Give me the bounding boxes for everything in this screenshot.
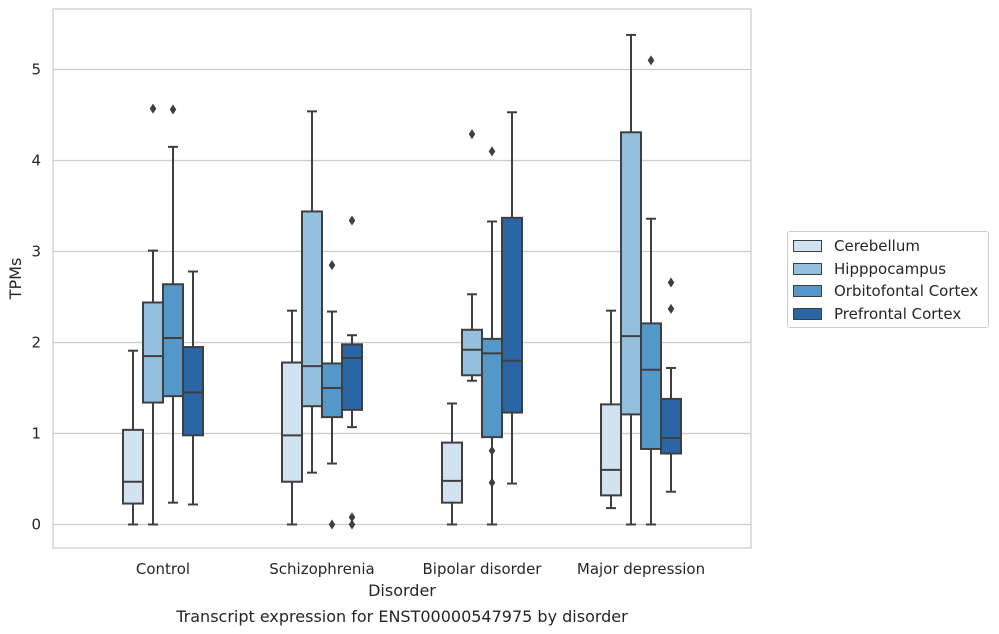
gridlines: [53, 68, 751, 526]
box-plot-hipppocampus: [142, 103, 164, 526]
box-iqr: [182, 346, 204, 437]
outlier-point: [348, 215, 356, 226]
box-iqr: [122, 428, 144, 505]
y-tick-label: 1: [31, 425, 41, 443]
outlier-point: [667, 277, 675, 288]
x-tick-label: Control: [136, 560, 190, 578]
x-tick-label: Bipolar disorder: [423, 560, 543, 578]
outlier-point: [149, 103, 157, 114]
outlier-point: [328, 260, 336, 271]
legend-label: Prefrontal Cortex: [834, 304, 962, 323]
box-plot-orbitofontal-cortex: [162, 104, 184, 504]
box-plot-orbitofontal-cortex: [640, 55, 662, 526]
box-iqr: [441, 441, 463, 504]
legend-swatch: [793, 307, 822, 320]
box-plot-orbitofontal-cortex: [481, 146, 503, 526]
box-iqr: [600, 403, 622, 497]
box-plot-series: [122, 33, 682, 530]
box-plot-hipppocampus: [620, 33, 642, 526]
box-iqr: [142, 301, 164, 404]
outlier-point: [488, 445, 496, 456]
y-tick-label: 0: [31, 516, 41, 534]
box-iqr: [461, 328, 483, 377]
outlier-point: [348, 519, 356, 530]
legend-item: Prefrontal Cortex: [788, 303, 988, 326]
box-plot-cerebellum: [122, 349, 144, 526]
y-tick-label: 4: [31, 152, 41, 170]
box-iqr: [301, 210, 323, 408]
legend-label: Cerebellum: [834, 237, 920, 256]
box-iqr: [620, 131, 642, 416]
legend-swatch: [793, 285, 822, 298]
y-tick-label: 2: [31, 334, 41, 352]
box-plot-hipppocampus: [301, 110, 323, 474]
outlier-point: [468, 129, 476, 140]
legend: Cerebellum Hipppocampus Orbitofontal Corte…: [787, 231, 989, 328]
x-axis-label: Disorder: [368, 581, 436, 600]
box-plot-hipppocampus: [461, 129, 483, 382]
legend-swatch: [793, 240, 822, 253]
legend-item: Hipppocampus: [788, 258, 988, 281]
chart-caption: Transcript expression for ENST0000054797…: [175, 607, 628, 626]
outlier-point: [647, 55, 655, 66]
box-iqr: [341, 343, 363, 411]
box-plot-cerebellum: [281, 309, 303, 526]
box-iqr: [162, 283, 184, 398]
legend-label: Hipppocampus: [834, 259, 947, 278]
legend-swatch: [793, 262, 822, 275]
outlier-point: [488, 146, 496, 157]
box-iqr: [501, 216, 523, 414]
plot-frame: [52, 8, 752, 549]
y-axis-label: TPMs: [6, 258, 25, 301]
box-plot-cerebellum: [441, 402, 463, 526]
legend-item: Orbitofontal Cortex: [788, 280, 988, 303]
box-plot-prefrontal-cortex: [660, 277, 682, 493]
outlier-point: [488, 477, 496, 488]
y-tick-label: 5: [31, 61, 41, 79]
box-iqr: [321, 362, 343, 419]
box-plot-orbitofontal-cortex: [321, 260, 343, 530]
box-plot-prefrontal-cortex: [182, 270, 204, 506]
box-plot-prefrontal-cortex: [341, 215, 363, 530]
outlier-point: [328, 519, 336, 530]
box-iqr: [281, 361, 303, 483]
box-iqr: [640, 322, 662, 450]
y-tick-label: 3: [31, 243, 41, 261]
legend-label: Orbitofontal Cortex: [834, 282, 979, 301]
outlier-point: [348, 512, 356, 523]
outlier-point: [169, 104, 177, 115]
x-tick-label: Major depression: [577, 560, 705, 578]
box-plot-cerebellum: [600, 309, 622, 510]
x-tick-label: Schizophrenia: [269, 560, 374, 578]
box-iqr: [660, 397, 682, 455]
legend-item: Cerebellum: [788, 235, 988, 258]
outlier-point: [667, 303, 675, 314]
axis-ticks: 0 1 2 3 4 5 Control Schizophrenia Bipolar disord…: [31, 61, 705, 579]
box-plot-prefrontal-cortex: [501, 111, 523, 485]
